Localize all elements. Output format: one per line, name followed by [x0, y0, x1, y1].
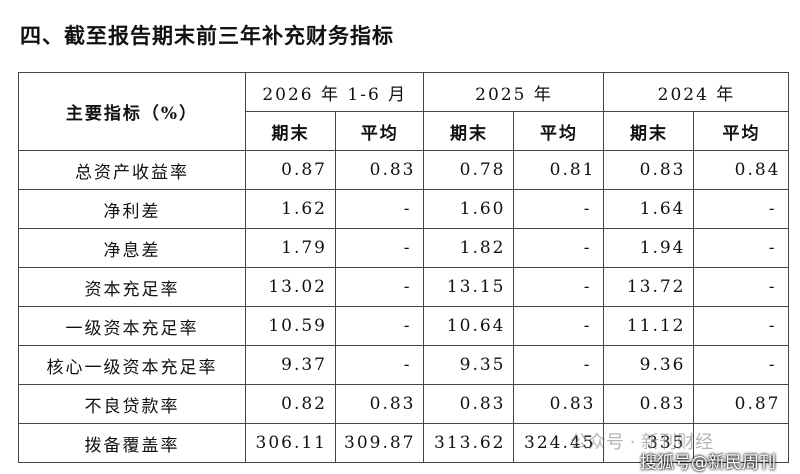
data-row: 资本充足率 13.02-13.15-13.72-	[18, 267, 790, 307]
header-row: 主要指标（%） 2026 年 1-6 月 2025 年 2024 年	[18, 72, 790, 151]
cell: 0.81	[513, 150, 605, 190]
cell: 9.35	[423, 345, 515, 385]
subheader: 期末	[245, 111, 336, 151]
cell: -	[513, 228, 605, 268]
watermark: 搜狐号@新民周刊	[640, 453, 776, 473]
cell: 0.83	[334, 150, 425, 190]
cell: 11.12	[603, 306, 695, 346]
row-label: 净利差	[18, 189, 246, 229]
watermark: 公众号 · 新刊财经	[570, 432, 714, 453]
row-label: 总资产收益率	[18, 150, 246, 190]
cell: -	[693, 189, 790, 229]
subheader: 平均	[693, 111, 790, 151]
data-row: 净息差 1.79-1.82-1.94-	[18, 228, 790, 268]
period-header: 2026 年 1-6 月	[244, 72, 425, 112]
subheader: 平均	[513, 111, 605, 151]
subheader: 期末	[603, 111, 695, 151]
table-body: 主要指标（%） 2026 年 1-6 月 2025 年 2024 年 期末 平均期…	[18, 72, 790, 463]
row-label: 一级资本充足率	[18, 306, 246, 346]
cell: 9.37	[245, 345, 336, 385]
cell: -	[513, 189, 605, 229]
cell: 1.62	[245, 189, 336, 229]
data-row: 总资产收益率 0.87 0.83 0.78 0.81 0.83 0.84	[18, 150, 790, 190]
cell: -	[334, 228, 425, 268]
cell: 0.78	[423, 150, 515, 190]
cell: -	[693, 267, 790, 307]
cell: 0.87	[245, 150, 336, 190]
row-label: 不良贷款率	[18, 384, 246, 424]
table: 主要指标（%） 2026 年 1-6 月 2025 年 2024 年 期末 平均期…	[18, 72, 790, 463]
cell: 309.87	[334, 423, 425, 463]
cell: 324.45	[513, 423, 605, 463]
cell: 313.62	[423, 423, 515, 463]
cell: 0.83	[513, 384, 605, 424]
cell: -	[513, 267, 605, 307]
cell: 0.87	[693, 384, 790, 424]
cell: 0.83	[603, 150, 695, 190]
cell	[693, 423, 790, 463]
cell: -	[513, 345, 605, 385]
cell: -	[334, 267, 425, 307]
cell: 335	[603, 423, 695, 463]
cell: 0.82	[245, 384, 336, 424]
cell: 10.64	[423, 306, 515, 346]
cell: -	[693, 228, 790, 268]
row-label: 核心一级资本充足率	[18, 345, 246, 385]
cell: -	[693, 345, 790, 385]
cell: -	[693, 306, 790, 346]
row-label: 资本充足率	[18, 267, 246, 307]
subheader-row: 期末 平均 期末 平均 期末 平均	[19, 111, 790, 151]
cell: 10.59	[245, 306, 336, 346]
cell: 0.83	[423, 384, 515, 424]
cell: -	[334, 189, 425, 229]
data-row: 核心一级资本充足率 9.37-9.35-9.36-	[18, 345, 790, 385]
cell: 1.82	[423, 228, 515, 268]
cell: -	[334, 345, 425, 385]
row-label: 净息差	[18, 228, 246, 268]
cell: 0.83	[334, 384, 425, 424]
data-row: 净利差 1.62-1.60-1.64-	[18, 189, 790, 229]
cell: 13.02	[245, 267, 336, 307]
data-row: 一级资本充足率 10.59-10.64-11.12-	[18, 306, 790, 346]
cell: -	[513, 306, 605, 346]
cell: 1.60	[423, 189, 515, 229]
cell: 0.84	[693, 150, 790, 190]
cell: 1.94	[603, 228, 695, 268]
subheader: 期末	[423, 111, 515, 151]
cell: 1.64	[603, 189, 695, 229]
cell: -	[334, 306, 425, 346]
period-header: 2025 年	[423, 72, 605, 112]
data-row: 拨备覆盖率 306.11 309.87 313.62 324.45 335	[18, 423, 790, 463]
cell: 0.83	[603, 384, 695, 424]
data-row: 不良贷款率 0.82 0.83 0.83 0.83 0.83 0.87	[18, 384, 790, 424]
cell: 13.15	[423, 267, 515, 307]
subheader: 平均	[334, 111, 425, 151]
cell: 9.36	[603, 345, 695, 385]
cell: 1.79	[245, 228, 336, 268]
corner-header: 主要指标（%）	[18, 72, 246, 151]
row-label: 拨备覆盖率	[18, 423, 246, 463]
cell: 13.72	[603, 267, 695, 307]
cell: 306.11	[245, 423, 336, 463]
title: 四、截至报告期末前三年补充财务指标	[20, 24, 394, 48]
period-header: 2024 年	[603, 72, 790, 112]
